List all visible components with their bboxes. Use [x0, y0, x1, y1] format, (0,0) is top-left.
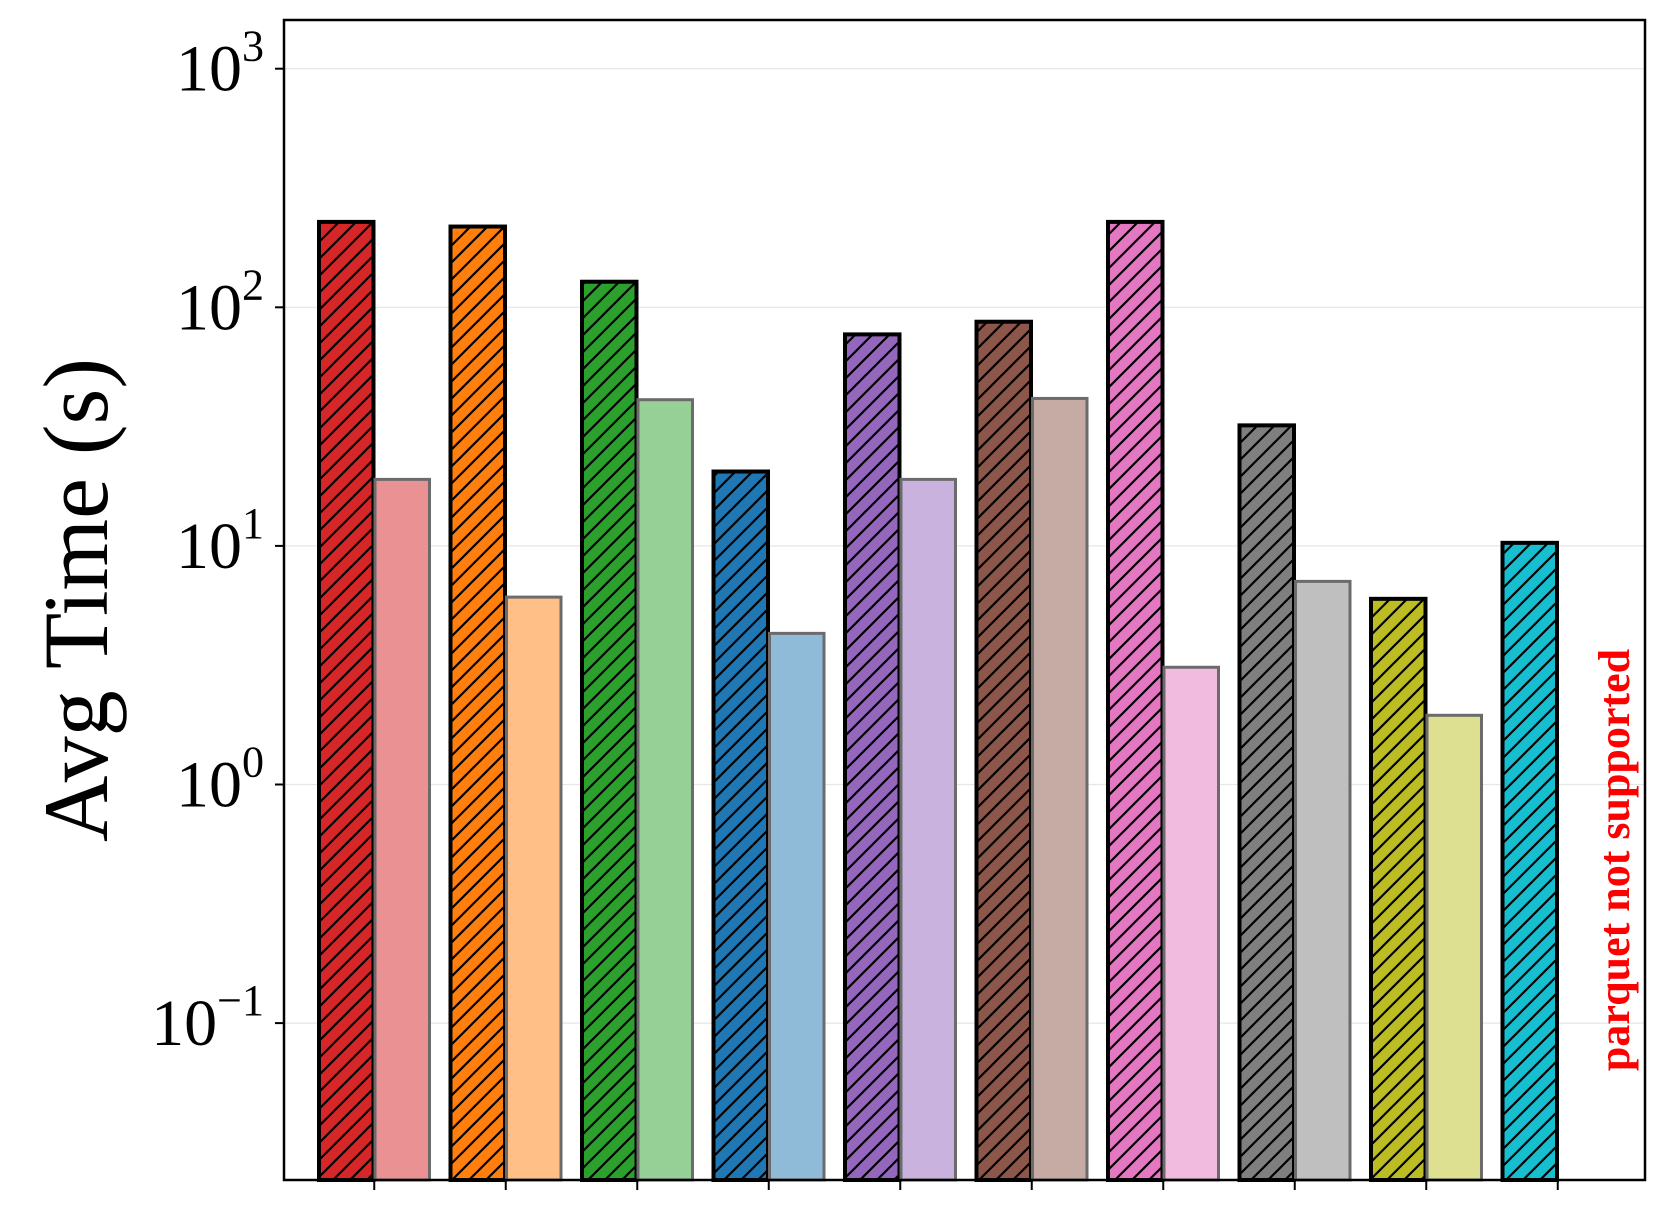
bar-hatched-pattern-10: [1500, 540, 1559, 1182]
bar-hatched-pattern-1: [317, 219, 376, 1182]
y-axis-label: Avg Time (s): [25, 358, 127, 842]
x-axis-ticks: [373, 1180, 1559, 1190]
bar-plain-4: [768, 631, 826, 1182]
bar-plain-1: [373, 477, 431, 1182]
y-tick-label: 101: [176, 499, 264, 583]
bar-hatched-pattern-2: [448, 224, 507, 1183]
bar-plain-6: [1031, 396, 1089, 1182]
parquet-not-supported-annotation: parquet not supported: [1590, 649, 1639, 1071]
bar-hatched-pattern-5: [843, 332, 902, 1183]
y-tick-label: 10−1: [151, 976, 264, 1060]
bar-hatched-pattern-8: [1237, 423, 1296, 1182]
bar-hatched-pattern-7: [1106, 219, 1165, 1182]
bar-hatched-pattern-6: [974, 319, 1033, 1183]
y-tick-label: 100: [176, 738, 264, 822]
plot-frame: [282, 18, 1647, 1182]
bar-hatched-pattern-4: [711, 469, 770, 1182]
bar-plain-3: [636, 398, 694, 1182]
bars: [317, 219, 1559, 1183]
bar-plain-2: [505, 595, 563, 1182]
bar-plain-8: [1294, 579, 1352, 1182]
y-tick-label: 103: [176, 22, 264, 106]
y-axis-ticks: 10−1 100 101 102 103: [151, 22, 284, 1060]
bar-hatched-pattern-9: [1369, 596, 1428, 1182]
bar-plain-7: [1162, 665, 1220, 1182]
bar-plain-5: [899, 477, 957, 1182]
bar-hatched-pattern-3: [580, 279, 639, 1182]
y-tick-label: 102: [176, 260, 264, 344]
bar-plain-9: [1425, 713, 1483, 1182]
